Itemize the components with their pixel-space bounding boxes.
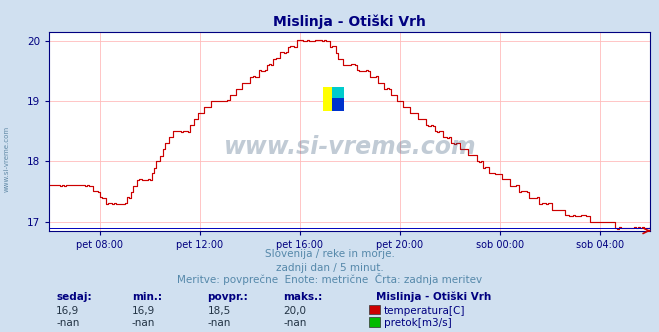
Text: min.:: min.: bbox=[132, 292, 162, 302]
Text: 18,5: 18,5 bbox=[208, 306, 231, 316]
Bar bbox=[332, 98, 344, 111]
Text: temperatura[C]: temperatura[C] bbox=[384, 306, 465, 316]
Text: zadnji dan / 5 minut.: zadnji dan / 5 minut. bbox=[275, 263, 384, 273]
Text: 16,9: 16,9 bbox=[56, 306, 79, 316]
Text: www.si-vreme.com: www.si-vreme.com bbox=[3, 126, 10, 193]
Text: www.si-vreme.com: www.si-vreme.com bbox=[223, 135, 476, 159]
Title: Mislinja - Otiški Vrh: Mislinja - Otiški Vrh bbox=[273, 15, 426, 29]
Text: -nan: -nan bbox=[283, 318, 306, 328]
Text: -nan: -nan bbox=[56, 318, 79, 328]
Text: 16,9: 16,9 bbox=[132, 306, 155, 316]
Text: Mislinja - Otiški Vrh: Mislinja - Otiški Vrh bbox=[376, 292, 491, 302]
Bar bbox=[332, 87, 344, 98]
Text: Slovenija / reke in morje.: Slovenija / reke in morje. bbox=[264, 249, 395, 259]
Text: 20,0: 20,0 bbox=[283, 306, 306, 316]
Text: -nan: -nan bbox=[132, 318, 155, 328]
Bar bbox=[323, 87, 332, 111]
Text: Meritve: povprečne  Enote: metrične  Črta: zadnja meritev: Meritve: povprečne Enote: metrične Črta:… bbox=[177, 273, 482, 285]
Text: sedaj:: sedaj: bbox=[56, 292, 92, 302]
Text: pretok[m3/s]: pretok[m3/s] bbox=[384, 318, 451, 328]
Text: -nan: -nan bbox=[208, 318, 231, 328]
Text: povpr.:: povpr.: bbox=[208, 292, 248, 302]
Text: maks.:: maks.: bbox=[283, 292, 323, 302]
